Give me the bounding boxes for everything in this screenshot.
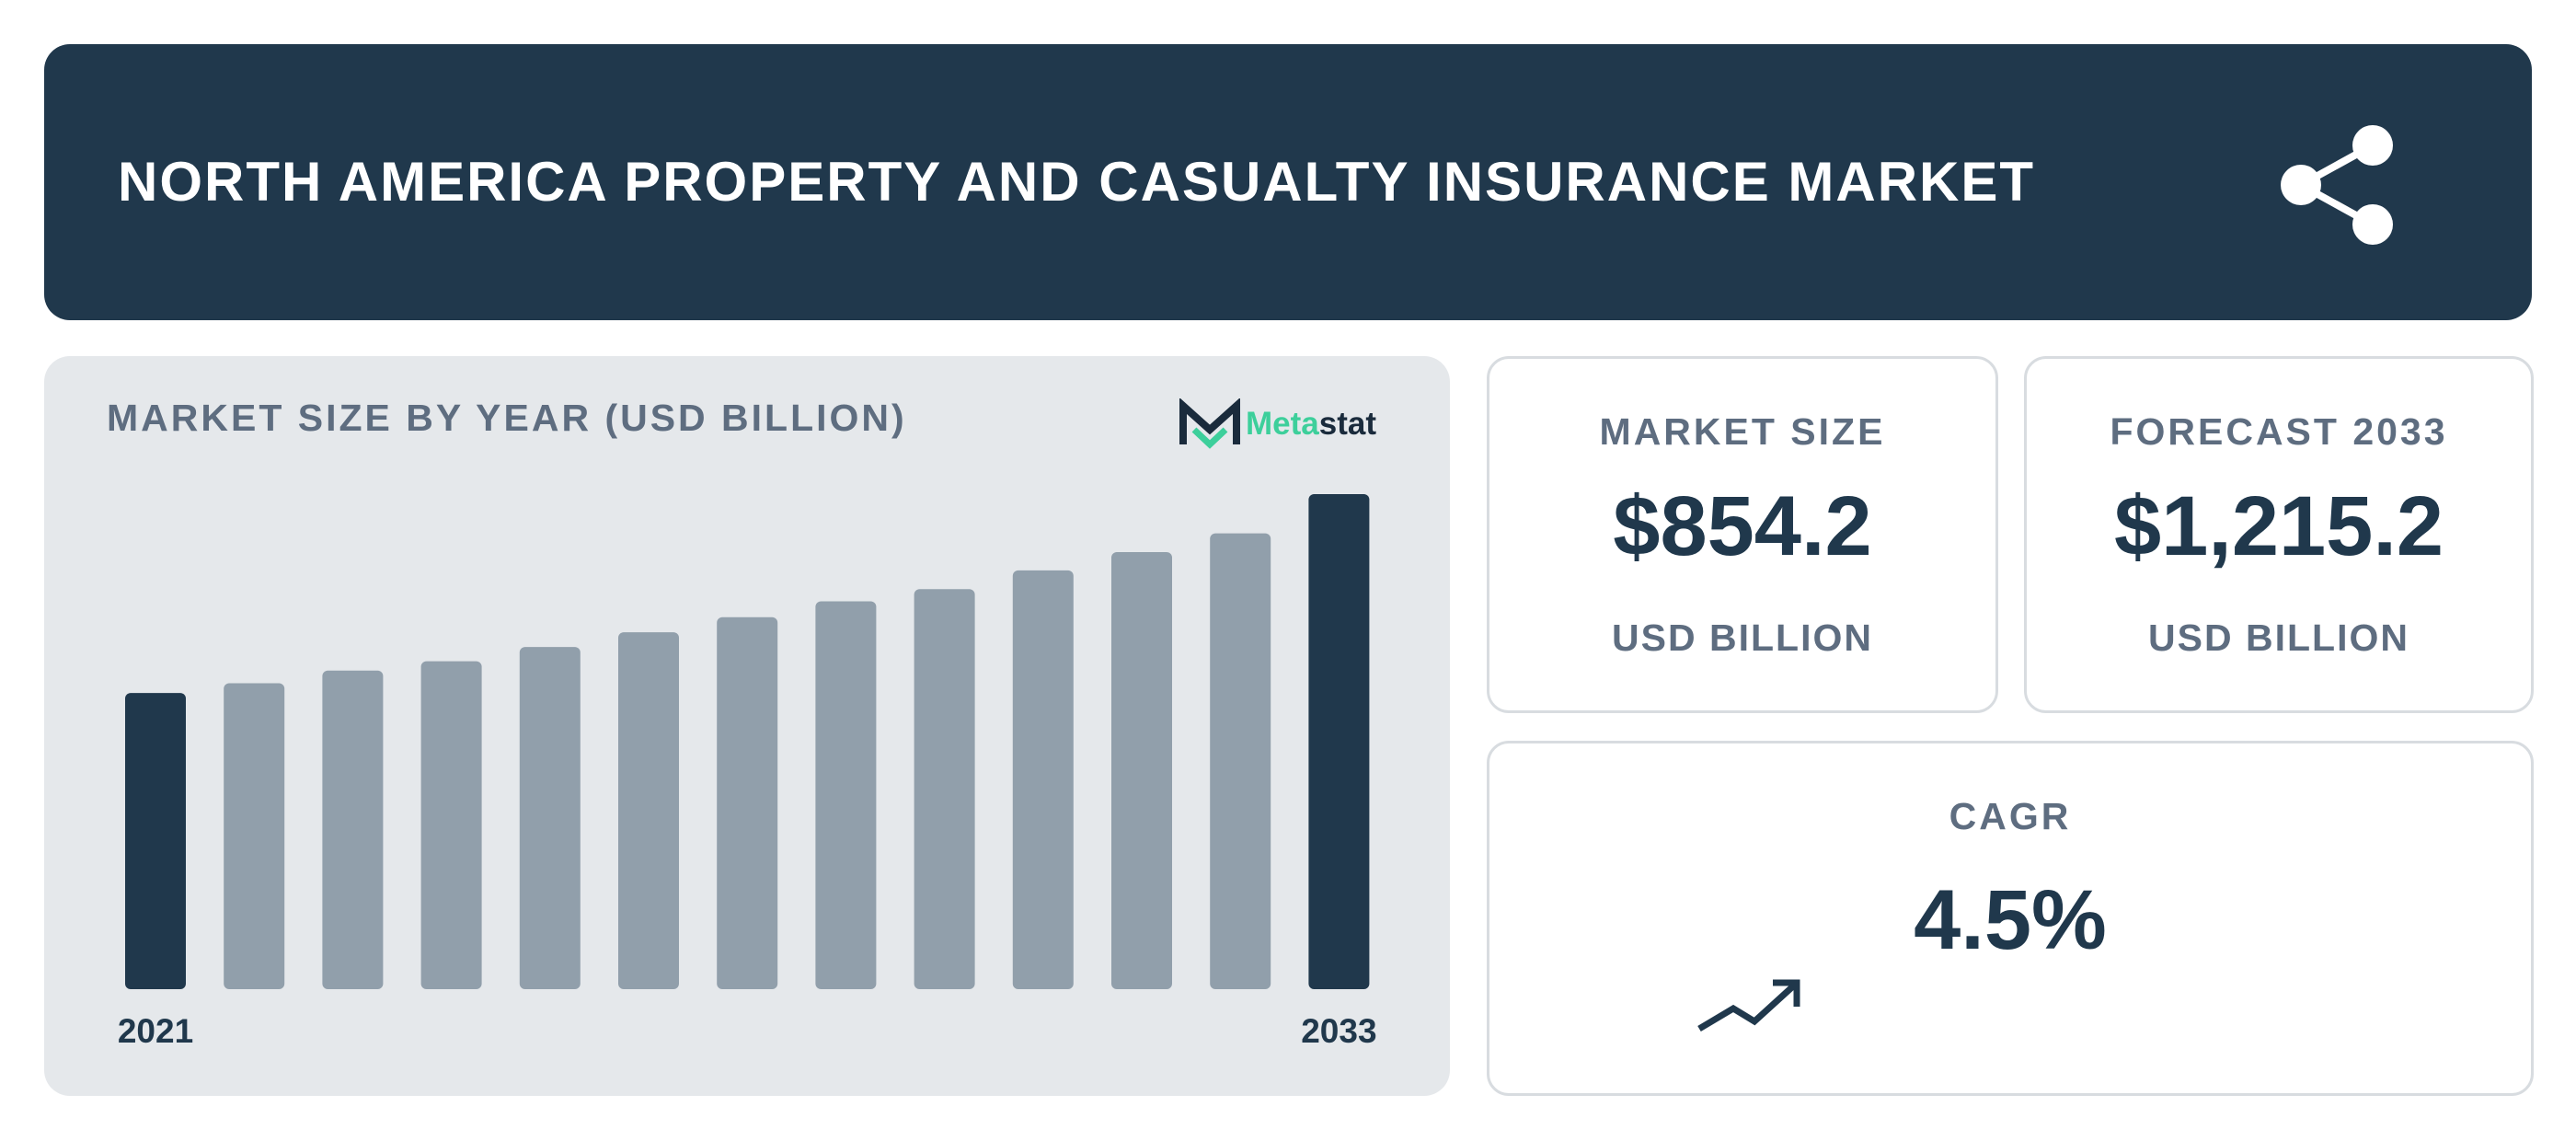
chart-title: MARKET SIZE BY YEAR (USD BILLION) [107,397,907,439]
bar-2032 [1210,533,1271,989]
forecast-unit: USD BILLION [2148,617,2409,659]
bar-2029 [914,589,975,989]
bar-2030 [1012,570,1074,989]
bar-2024 [420,661,482,989]
page-title: NORTH AMERICA PROPERTY AND CASUALTY INSU… [118,151,2036,213]
bar-2026 [618,632,679,989]
bar-2033 [1308,494,1370,989]
market-size-card: MARKET SIZE $854.2 USD BILLION [1487,356,1998,713]
tick-label-2021: 2021 [118,1012,193,1050]
logo-text-part2: stat [1318,406,1376,442]
cagr-label: CAGR [1949,795,2072,837]
cagr-card: CAGR 4.5% [1487,741,2534,1096]
forecast-value: $1,215.2 [2113,479,2444,573]
bar-2023 [322,670,384,989]
market-size-value: $854.2 [1613,479,1872,573]
bar-2025 [519,647,581,989]
logo-text: Metastat [1246,406,1376,443]
forecast-card: FORECAST 2033 $1,215.2 USD BILLION [2024,356,2534,713]
metastat-logo: Metastat [1178,397,1376,452]
tick-label-2033: 2033 [1301,1012,1376,1050]
bar-2028 [815,601,877,989]
bar-2021 [125,693,186,989]
market-size-label: MARKET SIZE [1599,410,1886,453]
logo-text-part1: Meta [1246,406,1319,442]
cagr-value: 4.5% [1914,873,2107,967]
forecast-label: FORECAST 2033 [2110,410,2448,453]
bar-2027 [717,617,778,989]
trend-up-icon [1697,979,1800,1032]
bar-2022 [224,683,285,989]
market-size-unit: USD BILLION [1612,617,1873,659]
chart-panel: MARKET SIZE BY YEAR (USD BILLION) Metast… [44,356,1450,1096]
bar-chart: 2021 2033 [118,494,1377,1050]
header-banner: NORTH AMERICA PROPERTY AND CASUALTY INSU… [44,44,2532,320]
bar-2031 [1111,551,1172,989]
share-icon[interactable] [2273,116,2411,254]
metastat-logo-icon [1179,398,1240,449]
